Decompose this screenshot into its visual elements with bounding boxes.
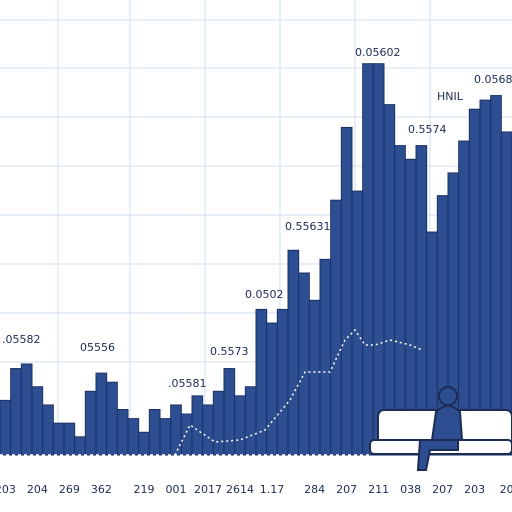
annotation: 0.0502	[245, 288, 284, 301]
x-tick-label: 269	[59, 483, 80, 496]
bar	[479, 99, 492, 456]
bar	[255, 308, 268, 456]
x-tick-label: 207	[336, 483, 357, 496]
bar	[394, 145, 406, 456]
bar	[308, 299, 321, 456]
bar	[191, 395, 204, 456]
bar	[20, 363, 33, 456]
bar	[330, 199, 342, 456]
x-tick-label: 207	[432, 483, 453, 496]
bar	[319, 258, 332, 456]
bar	[148, 409, 161, 456]
x-tick-label: 20	[500, 483, 512, 496]
x-tick-label: 362	[91, 483, 112, 496]
bar	[95, 372, 108, 456]
bar	[212, 390, 225, 456]
bar	[372, 63, 385, 456]
annotation: .05581	[168, 377, 207, 390]
annotation: .05582	[2, 333, 41, 346]
bar	[63, 422, 76, 456]
x-tick-label: 203	[464, 483, 485, 496]
bar	[468, 108, 481, 456]
annotation: 0.0568	[474, 73, 512, 86]
bar	[180, 413, 193, 456]
bar	[127, 418, 140, 456]
x-tick-label: 203	[0, 483, 16, 496]
bar	[31, 386, 44, 456]
bar	[458, 140, 470, 456]
bar	[351, 190, 364, 456]
bar	[298, 272, 310, 456]
annotation: 0.5574	[408, 123, 447, 136]
bar	[234, 395, 246, 456]
bar	[266, 322, 278, 456]
x-tick-label: 1.17	[260, 483, 285, 496]
bar	[170, 404, 182, 456]
bar	[415, 145, 428, 456]
annotation: 0.5573	[210, 345, 249, 358]
annotation: HNIL	[437, 90, 464, 103]
person-head	[438, 386, 458, 406]
annotation: 05556	[80, 341, 115, 354]
bar	[52, 422, 65, 456]
x-tick-label: 204	[27, 483, 48, 496]
annotation: 0.55631	[285, 220, 331, 233]
bar	[106, 381, 118, 456]
bar	[383, 104, 396, 456]
x-tick-label: 038	[400, 483, 421, 496]
annotation: 0.05602	[355, 46, 401, 59]
bar	[42, 404, 54, 456]
x-tick-label: 219	[134, 483, 155, 496]
bar	[159, 418, 172, 456]
bar	[116, 409, 129, 456]
labels: 203 204 269 362 219 001 2017 2614 1.17 284 207 211 0…	[0, 46, 512, 496]
bar	[362, 63, 374, 456]
x-tick-label: 001	[166, 483, 187, 496]
bar	[490, 95, 502, 456]
bar	[138, 431, 150, 456]
bar	[500, 131, 512, 456]
decoration	[0, 328, 512, 471]
bar	[74, 436, 86, 456]
bar	[244, 386, 257, 456]
bar	[202, 404, 214, 456]
bar	[84, 390, 97, 456]
bar	[223, 368, 236, 456]
trend-line	[174, 328, 423, 456]
person-legs	[416, 439, 459, 471]
bar	[287, 249, 300, 456]
bar	[276, 308, 289, 456]
bar	[340, 126, 353, 456]
bars	[0, 63, 512, 456]
person-body	[430, 405, 464, 441]
x-tick-label: 2614	[226, 483, 254, 496]
x-tick-label: 211	[368, 483, 389, 496]
bar	[0, 399, 12, 456]
x-tick-label: 284	[304, 483, 325, 496]
bar	[10, 368, 22, 456]
x-tick-label: 2017	[194, 483, 222, 496]
